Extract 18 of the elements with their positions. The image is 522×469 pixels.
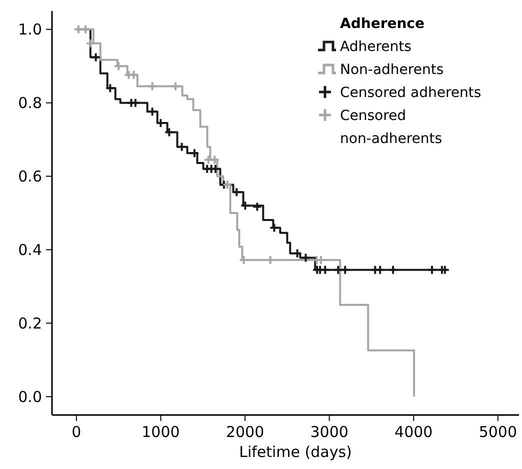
x-axis-title: Lifetime (days) — [239, 443, 352, 461]
y-tick-label: 0.2 — [18, 314, 42, 332]
x-tick-label: 3000 — [310, 423, 348, 441]
x-tick-label: 4000 — [394, 423, 433, 441]
legend-label: Censored non-adherents — [340, 108, 442, 147]
legend-label: Adherents — [340, 39, 412, 55]
y-tick-label: 0.6 — [18, 168, 42, 186]
y-tick-label: 0.8 — [18, 94, 42, 112]
x-tick-label: 1000 — [142, 423, 180, 441]
y-tick-label: 0.4 — [18, 240, 42, 259]
y-tick-label: 1.0 — [18, 20, 42, 39]
x-tick-label: 0 — [72, 423, 82, 441]
x-tick-label: 2000 — [226, 423, 264, 441]
legend-label: Censored adherents — [340, 85, 482, 101]
legend-title: Adherence — [340, 16, 424, 32]
legend-label: Non-adherents — [340, 62, 444, 78]
y-tick-label: 0.0 — [18, 388, 42, 406]
x-tick-label: 5000 — [478, 423, 518, 441]
